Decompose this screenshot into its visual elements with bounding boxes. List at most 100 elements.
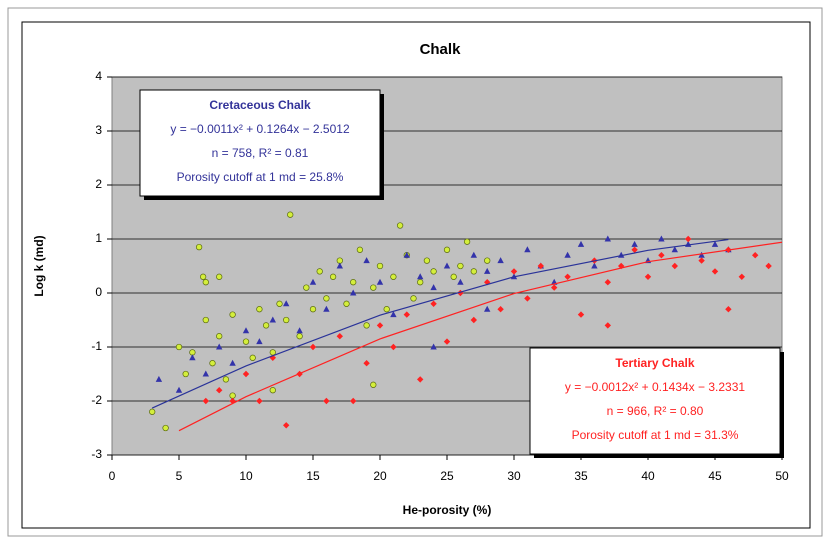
point [685, 235, 692, 243]
marks [149, 211, 782, 432]
x-tick-label: 50 [775, 469, 789, 483]
point [269, 316, 276, 323]
point [457, 262, 464, 270]
point [229, 359, 236, 366]
trend-line [151, 238, 729, 409]
point [202, 370, 209, 377]
point [229, 311, 236, 318]
point [283, 422, 290, 429]
x-tick-label: 15 [306, 469, 320, 483]
point [430, 343, 437, 350]
point [390, 273, 397, 280]
point [470, 268, 477, 275]
annotation-text: Porosity cutoff at 1 md = 31.3% [572, 428, 739, 442]
point [484, 267, 491, 274]
point [457, 278, 464, 285]
annotation-text: y = −0.0012x² + 0.1434x − 3.2331 [565, 380, 745, 394]
point [309, 278, 317, 285]
point [765, 262, 772, 270]
point [323, 295, 330, 302]
point [604, 322, 611, 329]
point [363, 360, 370, 367]
point [216, 343, 223, 350]
point [256, 338, 263, 345]
annotation-text: Tertiary Chalk [615, 356, 694, 370]
point [524, 246, 531, 253]
x-axis-title: He-porosity (%) [403, 503, 492, 517]
point [376, 278, 384, 285]
point [323, 397, 330, 405]
point [316, 268, 323, 275]
annotation-text: n = 758, R² = 0.81 [212, 146, 309, 160]
y-tick-label: 4 [95, 69, 102, 83]
point [162, 424, 169, 432]
point [430, 284, 437, 291]
point [296, 333, 303, 340]
y-tick-label: 2 [95, 177, 102, 191]
point [618, 262, 625, 270]
point [671, 246, 678, 253]
point [396, 222, 404, 229]
point [216, 273, 223, 280]
point [470, 316, 477, 324]
point [182, 370, 189, 378]
point [450, 273, 457, 280]
point [336, 262, 343, 269]
point [283, 300, 290, 307]
point [309, 306, 317, 313]
point [329, 273, 337, 280]
point [309, 343, 317, 351]
point [287, 211, 294, 218]
point [222, 376, 230, 383]
point [202, 397, 209, 405]
point [484, 257, 491, 264]
point [725, 306, 732, 313]
point [149, 408, 156, 415]
point [631, 240, 638, 247]
point [577, 311, 585, 318]
y-tick-label: 1 [95, 231, 102, 245]
point [497, 257, 504, 264]
point [175, 386, 183, 393]
point [470, 251, 477, 258]
point [443, 262, 451, 269]
point [242, 327, 250, 334]
point [363, 322, 370, 329]
point [216, 333, 223, 340]
point [189, 354, 196, 361]
x-tick-label: 45 [708, 469, 722, 483]
point [350, 289, 357, 296]
point [564, 251, 571, 258]
point [269, 349, 276, 356]
x-tick-label: 0 [109, 469, 116, 483]
point [551, 284, 558, 291]
annotation-text: Cretaceous Chalk [209, 98, 311, 112]
point [658, 252, 665, 259]
y-tick-label: 3 [95, 123, 102, 137]
x-tick-label: 40 [641, 469, 655, 483]
point [430, 300, 437, 307]
point [202, 316, 209, 324]
point [497, 306, 504, 313]
point [155, 375, 163, 382]
point [644, 273, 652, 280]
point [604, 235, 611, 242]
point [249, 354, 256, 361]
point [698, 251, 705, 258]
x-tick-label: 20 [373, 469, 387, 483]
point [484, 305, 491, 312]
point [403, 311, 410, 318]
annotation-text: Porosity cutoff at 1 md = 25.8% [177, 170, 344, 184]
point [370, 284, 377, 291]
point [671, 262, 678, 270]
point [199, 273, 207, 280]
y-tick-label: -2 [91, 393, 102, 407]
point [417, 376, 424, 383]
x-tick-label: 10 [239, 469, 253, 483]
point [698, 257, 705, 264]
point [356, 246, 364, 253]
point [262, 322, 270, 329]
point [390, 311, 397, 318]
point [510, 268, 518, 275]
